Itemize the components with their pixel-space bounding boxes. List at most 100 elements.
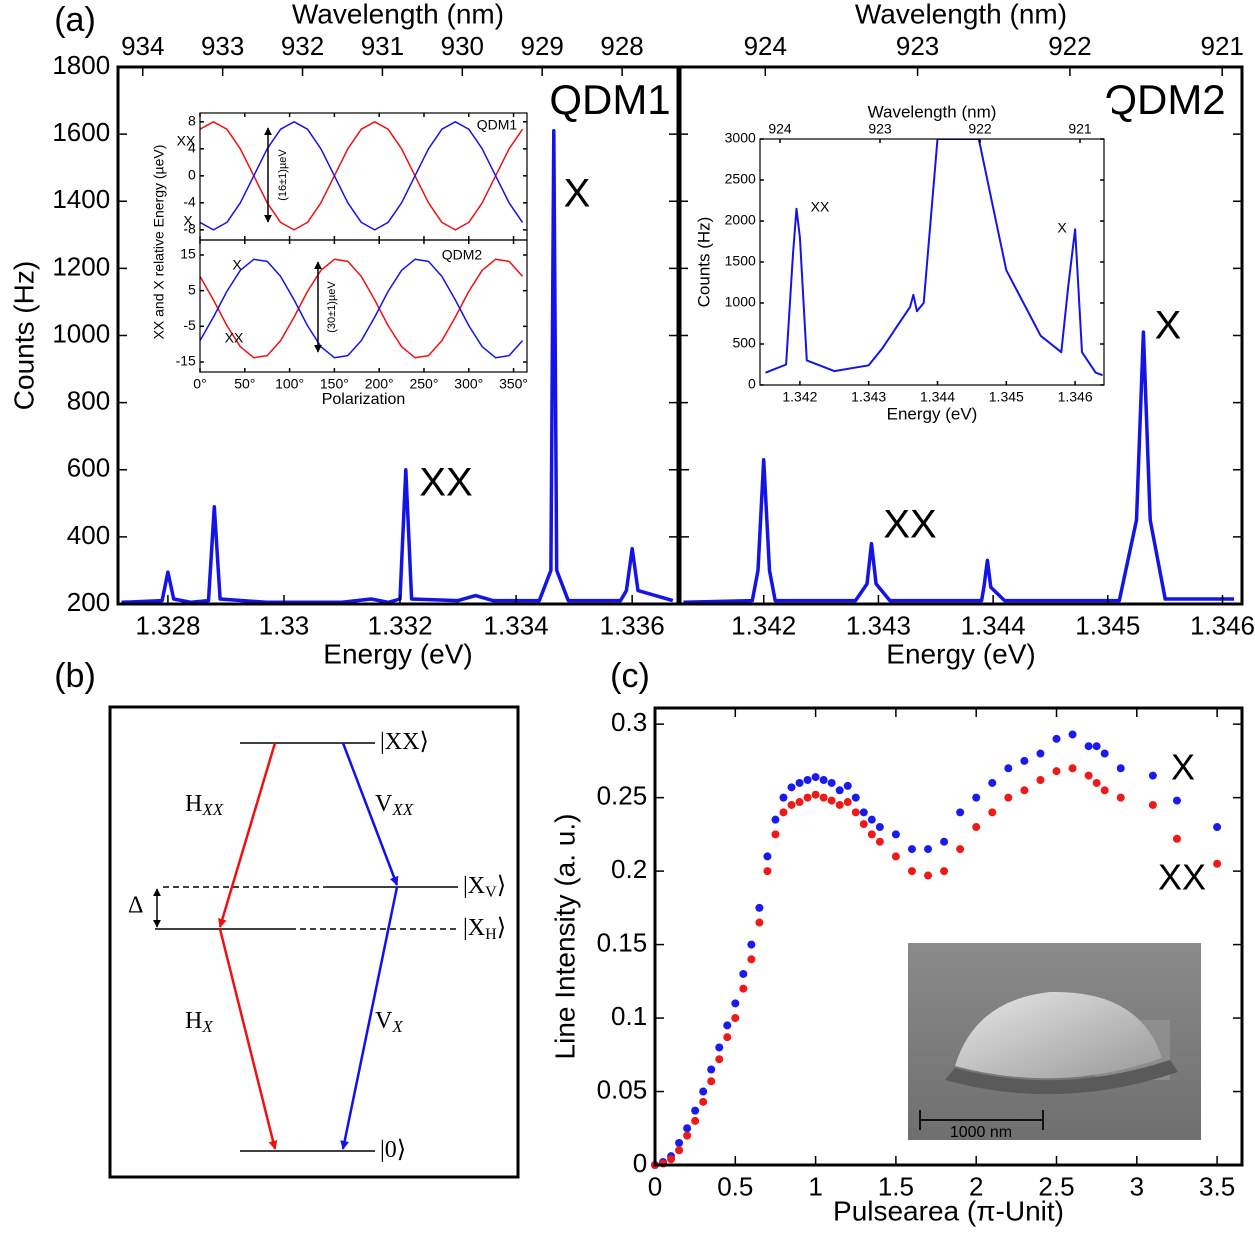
- y-tick-label: 1600: [52, 117, 110, 147]
- y-tick-label: -5: [183, 317, 196, 333]
- data-point: [1036, 749, 1045, 758]
- x2-tick-label: 930: [441, 31, 484, 61]
- data-point: [1068, 764, 1077, 773]
- data-point: [787, 800, 796, 809]
- x-tick-label: 1.344: [920, 388, 955, 404]
- data-point: [803, 793, 812, 802]
- sem-shadow: [945, 1060, 1178, 1095]
- data-point: [1084, 771, 1093, 780]
- data-point: [787, 783, 796, 792]
- level-diagram: Δ |XX⟩ |XV⟩ |XH⟩ |0⟩ HXX VXX HX VX: [108, 705, 520, 1179]
- y-tick-label: 0: [633, 1148, 647, 1178]
- y-tick-label: 1500: [725, 253, 756, 269]
- annotation: (30±1)µeV: [326, 281, 338, 333]
- data-point: [924, 871, 933, 880]
- annotation: (16±1)µeV: [277, 149, 289, 201]
- y-tick-label: 0.1: [611, 1001, 647, 1031]
- data-point: [972, 793, 981, 802]
- annotation: X: [1057, 220, 1067, 236]
- data-point: [1172, 796, 1181, 805]
- y-tick-label: 1000: [52, 318, 110, 348]
- transition-sub: XX: [391, 800, 413, 819]
- transition-text: H: [185, 791, 202, 817]
- x-axis-label: Energy (eV): [323, 638, 472, 669]
- data-point: [691, 1116, 700, 1125]
- data-point: [691, 1106, 700, 1115]
- x-tick-label: 300°: [454, 375, 483, 391]
- data-point: [1213, 823, 1222, 832]
- x-tick-label: 1.332: [367, 610, 432, 640]
- transition-sub: X: [201, 1017, 213, 1036]
- annotation: XX: [883, 503, 936, 547]
- transition-arrow: [340, 886, 399, 1150]
- data-point: [755, 903, 764, 912]
- x2-tick-label: 924: [744, 31, 787, 61]
- x-tick-label: 350°: [499, 375, 528, 391]
- data-point: [763, 867, 772, 876]
- data-point: [1020, 786, 1029, 795]
- data-point: [771, 830, 780, 839]
- data-point: [779, 793, 788, 802]
- data-point: [683, 1124, 692, 1133]
- annotation: XX: [419, 461, 472, 505]
- data-point: [835, 786, 844, 795]
- y-tick-label: 0: [748, 376, 756, 392]
- data-point: [1052, 767, 1061, 776]
- y-tick-label: 4: [188, 140, 196, 156]
- data-point: [1172, 834, 1181, 843]
- x2-tick-label: 928: [600, 31, 643, 61]
- series-label: X: [1171, 747, 1195, 788]
- y-tick-label: 1200: [52, 251, 110, 281]
- y-tick-label: 1000: [725, 294, 756, 310]
- series-label: X: [232, 257, 242, 273]
- x-tick-label: 1.342: [731, 610, 796, 640]
- transition-text: V: [375, 791, 393, 817]
- data-point: [667, 1155, 676, 1164]
- panel-label: (c): [610, 657, 650, 695]
- x-tick-label: 200°: [365, 375, 394, 391]
- x-tick-label: 250°: [409, 375, 438, 391]
- data-point: [843, 798, 852, 807]
- y-tick-label: 0.25: [597, 781, 648, 811]
- data-point: [972, 823, 981, 832]
- transition-arrow: [218, 928, 278, 1150]
- annotation: QDM2: [1104, 76, 1225, 123]
- data-line: [683, 330, 1234, 604]
- x-tick-label: 50°: [234, 375, 255, 391]
- plot-frame: [199, 239, 528, 373]
- data-point: [1116, 793, 1125, 802]
- x-axis-label: Energy (eV): [887, 404, 978, 423]
- panel-label: (b): [54, 657, 96, 695]
- diagram-frame: [108, 705, 520, 1179]
- data-point: [835, 800, 844, 809]
- level-sub: V: [485, 884, 497, 901]
- data-point: [859, 808, 868, 817]
- x-tick-label: 1.346: [1190, 610, 1255, 640]
- x-tick-label: 150°: [320, 375, 349, 391]
- data-point: [988, 808, 997, 817]
- data-point: [891, 852, 900, 861]
- y-tick-label: 400: [67, 520, 110, 550]
- x-tick-label: 100°: [275, 375, 304, 391]
- data-line: [200, 258, 524, 359]
- data-line: [121, 129, 674, 604]
- data-point: [731, 1014, 740, 1023]
- x-axis-label: Pulsearea (π-Unit): [833, 1195, 1064, 1226]
- x-tick-label: 0.5: [717, 1171, 753, 1201]
- transition-sub: X: [391, 1017, 403, 1036]
- data-point: [1100, 786, 1109, 795]
- data-point: [747, 940, 756, 949]
- x-tick-label: 1: [808, 1171, 822, 1201]
- splitting-label: Δ: [128, 893, 143, 919]
- sem-dome: [955, 991, 1162, 1079]
- level-label: |0⟩: [380, 1137, 406, 1163]
- data-point: [803, 776, 812, 785]
- x2-tick-label: 921: [1068, 121, 1092, 137]
- x-tick-label: 1.342: [782, 388, 817, 404]
- y-tick-label: 800: [67, 386, 110, 416]
- data-point: [956, 808, 965, 817]
- data-point: [819, 793, 828, 802]
- data-point: [755, 918, 764, 927]
